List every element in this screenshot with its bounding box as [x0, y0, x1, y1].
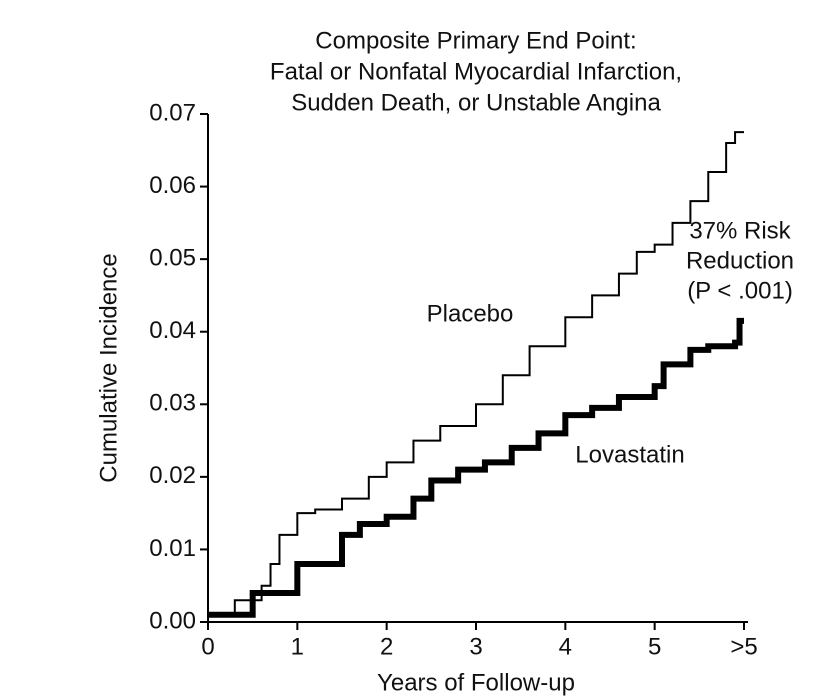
step-line	[208, 317, 744, 618]
x-tick-label: 4	[559, 633, 572, 660]
x-tick-label: 3	[469, 633, 482, 660]
chart-title: Sudden Death, or Unstable Angina	[291, 89, 661, 116]
annotation: Reduction	[686, 247, 794, 274]
annotation: Lovastatin	[575, 441, 684, 468]
x-tick-label: >5	[730, 633, 757, 660]
x-tick-label: 0	[201, 633, 214, 660]
x-tick-label: 2	[380, 633, 393, 660]
y-tick-label: 0.01	[149, 535, 196, 562]
chart-title: Fatal or Nonfatal Myocardial Infarction,	[270, 58, 682, 85]
x-axis-label: Years of Follow-up	[377, 669, 575, 696]
y-tick-label: 0.03	[149, 390, 196, 417]
chart-title: Composite Primary End Point:	[315, 27, 636, 54]
y-tick-label: 0.04	[149, 317, 196, 344]
annotation: (P < .001)	[687, 277, 793, 304]
y-tick-label: 0.00	[149, 607, 196, 634]
y-tick-label: 0.06	[149, 172, 196, 199]
x-tick-label: 5	[648, 633, 661, 660]
y-tick-label: 0.05	[149, 244, 196, 271]
annotation: 37% Risk	[689, 217, 791, 244]
y-axis-label: Cumulative Incidence	[95, 253, 122, 482]
x-tick-label: 1	[291, 633, 304, 660]
step-line	[208, 131, 744, 616]
y-tick-label: 0.02	[149, 462, 196, 489]
annotation: Placebo	[427, 300, 514, 327]
y-tick-label: 0.07	[149, 99, 196, 126]
